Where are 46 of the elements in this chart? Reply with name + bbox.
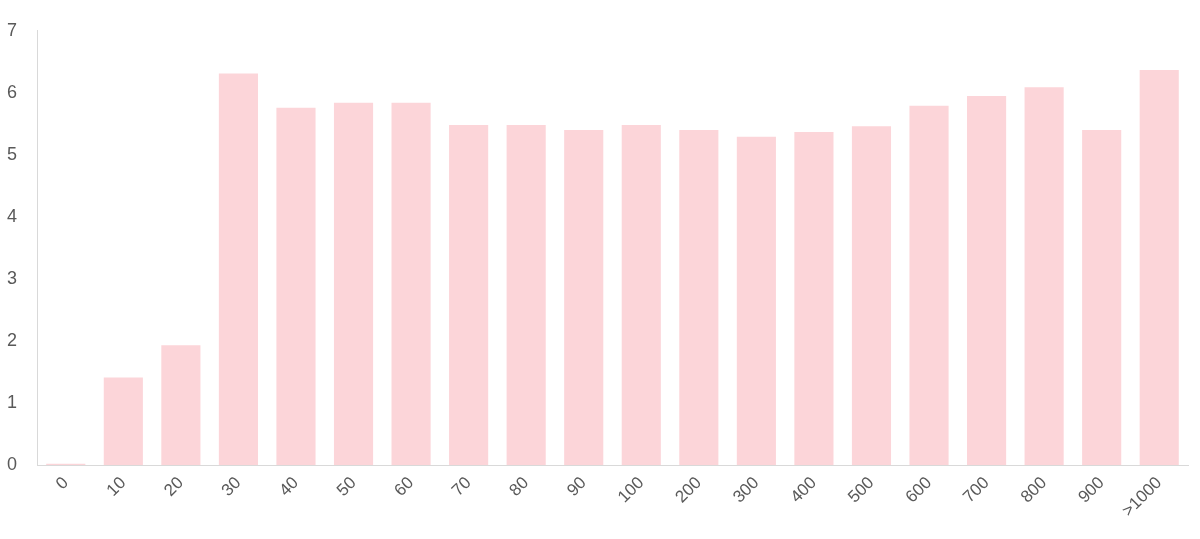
bar — [967, 95, 1007, 465]
y-tick-label: 0 — [6, 453, 17, 474]
x-tick-label: 800 — [1016, 472, 1051, 507]
bar — [794, 131, 834, 465]
x-tick-label: 700 — [959, 472, 993, 507]
bar — [1139, 69, 1179, 465]
x-tick-label: 10 — [102, 472, 130, 500]
bar — [449, 125, 489, 465]
y-tick-label: 4 — [6, 205, 17, 226]
bar — [276, 107, 316, 465]
y-tick-label: 2 — [6, 329, 17, 350]
x-tick-label: 80 — [505, 472, 533, 500]
y-tick-label: 5 — [6, 143, 17, 164]
bar — [506, 125, 546, 465]
x-tick-label: 0 — [51, 472, 72, 494]
x-tick-label: 20 — [160, 472, 188, 500]
bar — [909, 105, 949, 465]
x-tick-label: 400 — [786, 472, 821, 507]
y-tick-label: 1 — [6, 391, 17, 412]
x-tick-label: 60 — [390, 472, 418, 500]
bar — [391, 102, 431, 465]
bar — [679, 130, 719, 465]
bar — [851, 126, 892, 465]
bar — [621, 125, 661, 465]
bar — [103, 377, 143, 465]
x-tick-label: 40 — [275, 472, 303, 500]
bar — [333, 102, 374, 465]
bar — [736, 136, 776, 465]
x-tick-label: 100 — [613, 472, 648, 507]
x-tick-label: 500 — [844, 472, 878, 507]
x-tick-label: 30 — [217, 472, 245, 500]
y-tick-label: 7 — [6, 19, 17, 40]
x-tick-label: 600 — [901, 472, 936, 507]
bar — [161, 345, 201, 465]
y-tick-label: 6 — [6, 81, 17, 102]
x-tick-label: 90 — [563, 472, 590, 500]
bar — [1082, 130, 1122, 465]
bar — [218, 73, 258, 465]
x-tick-label: 70 — [447, 472, 475, 500]
bar — [564, 130, 604, 465]
x-tick-label: 900 — [1074, 472, 1108, 507]
bar — [1024, 87, 1064, 465]
x-tick-label: 300 — [729, 472, 763, 507]
y-tick-label: 3 — [6, 267, 17, 288]
x-tick-label: 50 — [332, 472, 360, 500]
x-tick-label: 200 — [671, 472, 705, 507]
